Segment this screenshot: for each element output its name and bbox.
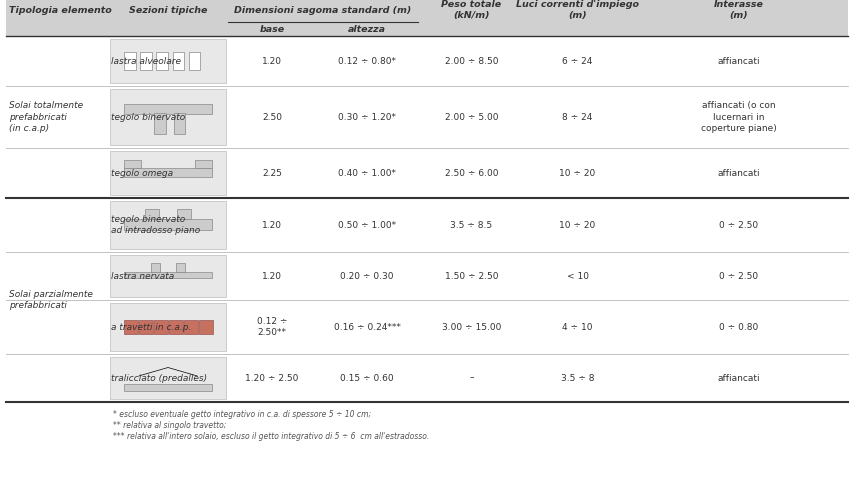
- Text: lastra alveolare: lastra alveolare: [111, 56, 181, 66]
- Text: affiancati: affiancati: [717, 56, 760, 66]
- Bar: [189, 52, 200, 70]
- Bar: [156, 52, 168, 70]
- Bar: [140, 52, 151, 70]
- Text: 1.20: 1.20: [262, 56, 282, 66]
- Text: 3.00 ÷ 15.00: 3.00 ÷ 15.00: [442, 323, 501, 332]
- Text: ** relativa al singolo travetto;: ** relativa al singolo travetto;: [113, 421, 227, 430]
- Text: 1.20: 1.20: [262, 271, 282, 280]
- Text: –: –: [469, 374, 474, 382]
- Text: 0.20 ÷ 0.30: 0.20 ÷ 0.30: [340, 271, 394, 280]
- Text: Solai totalmente
prefabbricati
(in c.a.p): Solai totalmente prefabbricati (in c.a.p…: [9, 101, 83, 133]
- Bar: [124, 104, 212, 114]
- Text: 8 ÷ 24: 8 ÷ 24: [563, 113, 593, 122]
- Text: < 10: < 10: [567, 271, 588, 280]
- Text: 10 ÷ 20: 10 ÷ 20: [559, 168, 596, 177]
- Text: 0 ÷ 0.80: 0 ÷ 0.80: [719, 323, 758, 332]
- Text: 1.20 ÷ 2.50: 1.20 ÷ 2.50: [245, 374, 298, 382]
- Text: tegolo omega: tegolo omega: [111, 168, 173, 177]
- Text: 0.12 ÷
2.50**: 0.12 ÷ 2.50**: [256, 317, 287, 337]
- Text: * escluso eventuale getto integrativo in c.a. di spessore 5 ÷ 10 cm;: * escluso eventuale getto integrativo in…: [113, 410, 371, 419]
- Text: affiancati (o con
lucernari in
coperture piane): affiancati (o con lucernari in coperture…: [701, 102, 777, 132]
- Text: tegolo binervato: tegolo binervato: [111, 113, 186, 122]
- Text: affiancati: affiancati: [717, 168, 760, 177]
- Text: 0.12 ÷ 0.80*: 0.12 ÷ 0.80*: [338, 56, 396, 66]
- Bar: [124, 320, 138, 334]
- Bar: [184, 320, 198, 334]
- Text: Luci correnti d'impiego
(m): Luci correnti d'impiego (m): [516, 0, 639, 20]
- Bar: [124, 168, 212, 177]
- Text: 4 ÷ 10: 4 ÷ 10: [563, 323, 593, 332]
- Bar: [195, 160, 212, 168]
- Text: Dimensioni sagoma standard (m): Dimensioni sagoma standard (m): [234, 5, 411, 14]
- Bar: [110, 303, 226, 351]
- Bar: [150, 263, 160, 272]
- Text: 6 ÷ 24: 6 ÷ 24: [563, 56, 593, 66]
- Text: 3.5 ÷ 8.5: 3.5 ÷ 8.5: [451, 221, 492, 230]
- Bar: [124, 272, 212, 278]
- Bar: [110, 89, 226, 145]
- Bar: [177, 209, 192, 219]
- Text: *** relativa all'intero solaio, escluso il getto integrativo di 5 ÷ 6  cm all'es: *** relativa all'intero solaio, escluso …: [113, 432, 429, 441]
- Bar: [124, 52, 136, 70]
- Text: 10 ÷ 20: 10 ÷ 20: [559, 221, 596, 230]
- Text: tralicciato (predalles): tralicciato (predalles): [111, 374, 207, 382]
- Text: base: base: [259, 24, 285, 33]
- Bar: [110, 39, 226, 83]
- Bar: [124, 160, 141, 168]
- Text: 2.50: 2.50: [262, 113, 282, 122]
- Text: 2.25: 2.25: [262, 168, 282, 177]
- Text: 0.15 ÷ 0.60: 0.15 ÷ 0.60: [340, 374, 394, 382]
- Text: 0.40 ÷ 1.00*: 0.40 ÷ 1.00*: [338, 168, 396, 177]
- Bar: [144, 209, 159, 219]
- Bar: [176, 263, 186, 272]
- Text: 0.50 ÷ 1.00*: 0.50 ÷ 1.00*: [338, 221, 396, 230]
- Text: 0.30 ÷ 1.20*: 0.30 ÷ 1.20*: [338, 113, 396, 122]
- Bar: [110, 357, 226, 399]
- Bar: [199, 320, 213, 334]
- Text: lastra nervata: lastra nervata: [111, 271, 174, 280]
- Text: Solai parzialmente
prefabbricati: Solai parzialmente prefabbricati: [9, 290, 93, 310]
- Text: tegolo binervato
ad intradosso piano: tegolo binervato ad intradosso piano: [111, 215, 200, 235]
- Text: 1.50 ÷ 2.50: 1.50 ÷ 2.50: [445, 271, 498, 280]
- Bar: [110, 151, 226, 195]
- Text: 2.50 ÷ 6.00: 2.50 ÷ 6.00: [445, 168, 498, 177]
- Text: altezza: altezza: [348, 24, 386, 33]
- Bar: [173, 52, 184, 70]
- Text: 2.00 ÷ 5.00: 2.00 ÷ 5.00: [445, 113, 498, 122]
- Bar: [169, 320, 183, 334]
- Bar: [6, 0, 848, 36]
- Bar: [124, 384, 212, 390]
- Text: affiancati: affiancati: [717, 374, 760, 382]
- Bar: [139, 320, 153, 334]
- Bar: [124, 219, 212, 230]
- Text: 3.5 ÷ 8: 3.5 ÷ 8: [561, 374, 594, 382]
- Text: a travetti in c.a.p.: a travetti in c.a.p.: [111, 323, 192, 332]
- Text: 2.00 ÷ 8.50: 2.00 ÷ 8.50: [445, 56, 498, 66]
- Text: Peso totale
(kN/m): Peso totale (kN/m): [441, 0, 502, 20]
- Bar: [110, 255, 226, 297]
- Bar: [154, 320, 168, 334]
- Text: 1.20: 1.20: [262, 221, 282, 230]
- Text: 0.16 ÷ 0.24***: 0.16 ÷ 0.24***: [333, 323, 400, 332]
- Bar: [110, 201, 226, 249]
- Text: Tipologia elemento: Tipologia elemento: [9, 5, 112, 14]
- Text: 0 ÷ 2.50: 0 ÷ 2.50: [719, 221, 758, 230]
- Text: 0 ÷ 2.50: 0 ÷ 2.50: [719, 271, 758, 280]
- Text: Interasse
(m): Interasse (m): [714, 0, 764, 20]
- Text: Sezioni tipiche: Sezioni tipiche: [129, 5, 207, 14]
- Bar: [154, 113, 166, 134]
- Bar: [174, 113, 186, 134]
